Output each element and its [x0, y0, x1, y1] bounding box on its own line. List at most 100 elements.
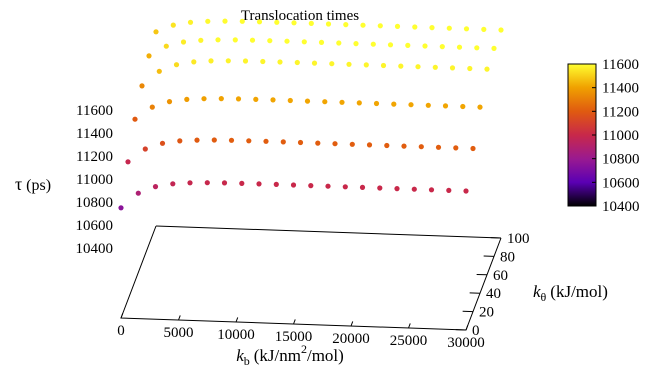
- data-point-r0-18: [429, 187, 434, 192]
- data-point-r3-7: [260, 59, 265, 64]
- x-axis-label-unit-a: (kJ/nm: [254, 346, 301, 365]
- data-point-r1-9: [281, 139, 286, 144]
- data-point-r0-0: [118, 205, 123, 210]
- data-point-r5-15: [412, 24, 417, 29]
- data-point-r3-2: [174, 62, 179, 67]
- data-point-r4-11: [336, 40, 341, 45]
- y-tick-label-3: 60: [493, 268, 508, 284]
- data-point-r3-1: [157, 69, 162, 74]
- data-point-r0-7: [239, 181, 244, 186]
- data-point-r2-18: [443, 103, 448, 108]
- data-point-r3-11: [329, 61, 334, 66]
- y-axis-label-unit: (kJ/mol): [550, 282, 608, 301]
- x-tick-label-5: 25000: [390, 333, 428, 349]
- y-tick-label-4: 80: [500, 249, 515, 265]
- data-point-r2-12: [339, 100, 344, 105]
- data-point-r0-10: [291, 182, 296, 187]
- data-point-r2-20: [477, 105, 482, 110]
- data-point-r4-5: [233, 37, 238, 42]
- data-point-r5-5: [240, 19, 245, 24]
- data-point-r5-4: [222, 19, 227, 24]
- data-point-r1-5: [212, 137, 217, 142]
- data-point-r4-18: [457, 45, 462, 50]
- data-point-r5-17: [447, 26, 452, 31]
- floor-back-edge: [156, 226, 501, 238]
- y-tick-label-2: 40: [486, 286, 501, 302]
- data-point-r0-13: [343, 184, 348, 189]
- x-tick-label-1: 5000: [164, 325, 194, 341]
- data-point-r2-5: [219, 96, 224, 101]
- data-point-r0-11: [308, 183, 313, 188]
- data-point-r2-4: [201, 96, 206, 101]
- x-tick-3: [294, 319, 296, 324]
- data-point-r2-16: [408, 102, 413, 107]
- data-point-r5-8: [291, 20, 296, 25]
- data-point-r3-15: [398, 64, 403, 69]
- y-tick-label-1: 20: [479, 305, 494, 321]
- data-point-r0-19: [446, 188, 451, 193]
- data-point-r0-16: [394, 186, 399, 191]
- data-point-r2-19: [460, 104, 465, 109]
- x-axis-label: kb(kJ/nm2/mol): [236, 342, 344, 368]
- z-tick-label-3: 11000: [76, 172, 113, 188]
- colorbar-tick-label-1: 10600: [602, 175, 640, 191]
- data-point-r5-19: [481, 27, 486, 32]
- data-point-r2-6: [236, 96, 241, 101]
- data-point-r1-16: [401, 144, 406, 149]
- data-point-r1-19: [453, 145, 458, 150]
- data-point-r1-15: [384, 143, 389, 148]
- data-point-r3-14: [381, 63, 386, 68]
- data-point-r5-9: [309, 21, 314, 26]
- data-point-r0-5: [205, 180, 210, 185]
- x-axis-label-sub: b: [244, 354, 250, 368]
- x-tick-label-4: 20000: [332, 331, 370, 347]
- x-axis-label-unit-b: /mol): [307, 346, 344, 365]
- x-tick-label-0: 0: [117, 323, 125, 339]
- x-tick-6: [466, 325, 468, 330]
- z-axis-label-symbol: τ: [15, 174, 22, 194]
- x-tick-0: [121, 313, 123, 318]
- data-point-r2-13: [357, 100, 362, 105]
- data-point-r2-0: [132, 117, 137, 122]
- data-point-r3-12: [346, 62, 351, 67]
- data-point-r1-14: [367, 142, 372, 147]
- data-point-r4-19: [474, 45, 479, 50]
- data-point-r0-2: [153, 184, 158, 189]
- data-point-r4-8: [284, 39, 289, 44]
- data-point-r2-1: [150, 105, 155, 110]
- data-point-r4-12: [353, 41, 358, 46]
- x-tick-4: [351, 321, 353, 326]
- data-point-r5-6: [257, 19, 262, 24]
- data-point-r3-18: [450, 65, 455, 70]
- data-point-r4-16: [422, 43, 427, 48]
- data-point-r1-1: [143, 146, 148, 151]
- data-point-r5-0: [153, 29, 158, 34]
- data-point-r5-2: [188, 20, 193, 25]
- data-point-r2-11: [322, 99, 327, 104]
- data-point-r2-7: [253, 97, 258, 102]
- data-point-r0-20: [463, 188, 468, 193]
- z-axis-label-unit: (ps): [26, 177, 51, 194]
- colorbar-tick-label-0: 10400: [602, 199, 640, 215]
- data-point-r3-4: [208, 58, 213, 63]
- data-point-r5-3: [205, 19, 210, 24]
- data-point-r5-18: [464, 26, 469, 31]
- data-point-r3-6: [243, 58, 248, 63]
- data-point-r1-11: [315, 141, 320, 146]
- z-tick-label-4: 11200: [76, 149, 113, 165]
- data-point-r3-8: [277, 59, 282, 64]
- data-point-r1-2: [160, 141, 165, 146]
- data-point-r5-14: [395, 24, 400, 29]
- data-point-r0-1: [136, 191, 141, 196]
- data-point-r1-4: [194, 138, 199, 143]
- data-point-r1-3: [177, 138, 182, 143]
- data-point-r3-13: [364, 62, 369, 67]
- data-point-r1-6: [229, 138, 234, 143]
- z-axis-label: τ(ps): [15, 174, 51, 194]
- data-point-r2-2: [167, 99, 172, 104]
- z-tick-label-1: 10600: [76, 218, 114, 234]
- data-point-r3-10: [312, 61, 317, 66]
- points-layer: [118, 19, 503, 211]
- data-point-r4-20: [491, 46, 496, 51]
